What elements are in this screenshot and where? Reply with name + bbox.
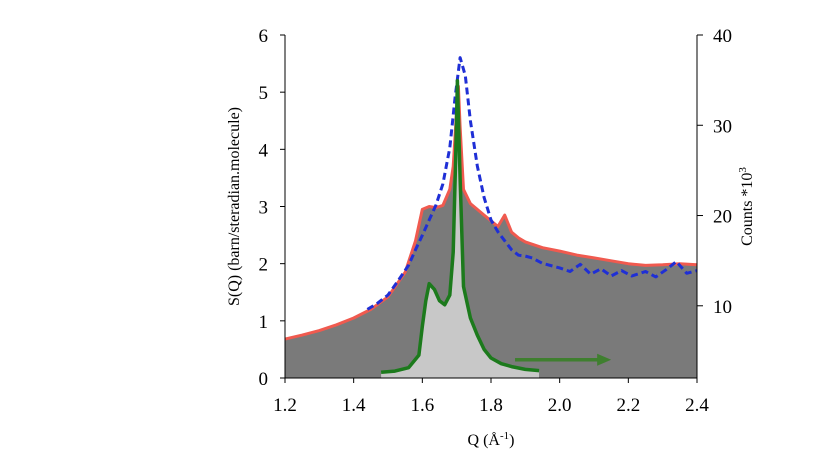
y-ticks-right: 10 20 30 40	[697, 26, 732, 318]
series-red-area	[285, 86, 697, 379]
x-tick-label: 2.4	[685, 395, 709, 416]
y-tick-label: 5	[259, 83, 269, 104]
series-green-line	[380, 78, 540, 375]
y2-tick-label: 10	[713, 297, 732, 318]
y-axis-title-left: S(Q) (barn/steradian.molecule)	[226, 107, 243, 306]
x-tick-label: 1.4	[342, 395, 366, 416]
y-tick-label: 6	[259, 26, 269, 47]
plot-area	[284, 56, 698, 379]
x-tick-label: 1.8	[479, 395, 503, 416]
y2-tick-label: 20	[713, 207, 732, 228]
y-tick-label: 2	[259, 255, 269, 276]
y-tick-label: 1	[259, 312, 269, 333]
y-tick-label: 0	[259, 369, 269, 390]
x-axis-title: Q (Å-1)	[468, 430, 515, 449]
x-tick-label: 1.6	[410, 395, 434, 416]
annotation-arrow-head	[597, 353, 612, 366]
y-tick-label: 3	[259, 198, 269, 219]
y-ticks-left: 0 1 2 3 4 5 6	[259, 26, 285, 390]
y-tick-label: 4	[259, 140, 269, 161]
series-blue-dashed-line	[366, 56, 698, 311]
x-ticks: 1.2 1.4 1.6 1.8 2.0 2.2 2.4	[273, 378, 709, 416]
y-axis-title-right: Counts *103	[737, 167, 756, 246]
y2-tick-label: 30	[713, 116, 732, 137]
x-tick-label: 2.0	[548, 395, 572, 416]
x-tick-label: 1.2	[273, 395, 297, 416]
x-tick-label: 2.2	[616, 395, 640, 416]
y2-tick-label: 40	[713, 26, 732, 47]
